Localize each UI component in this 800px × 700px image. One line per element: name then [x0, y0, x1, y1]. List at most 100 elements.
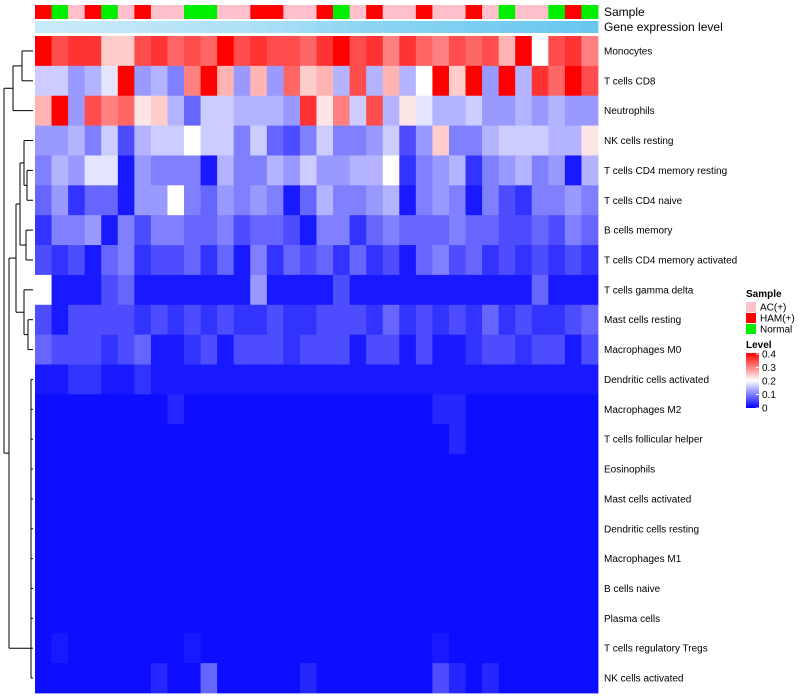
heatmap-cell: [548, 334, 566, 365]
heatmap-cell: [548, 364, 566, 395]
heatmap-cell: [167, 334, 185, 365]
heatmap-cell: [515, 36, 533, 67]
heatmap-cell: [366, 633, 384, 664]
heatmap-cell: [498, 304, 516, 336]
heatmap-cell: [366, 125, 384, 156]
heatmap-cell: [68, 543, 86, 574]
heatmap-cell: [200, 663, 218, 694]
heatmap-cell: [233, 304, 251, 336]
heatmap-cell: [515, 274, 533, 306]
heatmap-cell: [200, 215, 218, 246]
heatmap-cell: [465, 424, 483, 455]
heatmap-cell: [482, 573, 500, 604]
heatmap-cell: [448, 483, 466, 515]
heatmap-cell: [432, 573, 450, 604]
heatmap-cell: [382, 304, 400, 336]
heatmap-cell: [465, 274, 483, 306]
heatmap-cell: [448, 125, 466, 156]
heatmap-cell: [51, 513, 69, 545]
heatmap-cell: [117, 185, 135, 216]
heatmap-cell: [415, 215, 433, 246]
heatmap-cell: [564, 155, 582, 186]
heatmap-cell: [200, 394, 218, 425]
heatmap-cell: [432, 36, 450, 67]
heatmap-cell: [299, 95, 317, 126]
heatmap-cell: [316, 483, 334, 515]
heatmap-cell: [581, 513, 599, 545]
heatmap-cell: [233, 394, 251, 425]
heatmap-cell: [399, 125, 417, 156]
sample-cell: [150, 5, 168, 19]
heatmap-cell: [531, 155, 549, 186]
heatmap-cell: [448, 274, 466, 306]
heatmap-cell: [333, 394, 351, 425]
heatmap-cell: [84, 155, 102, 186]
heatmap-cell: [35, 424, 52, 455]
heatmap-cell: [266, 95, 284, 126]
heatmap-cell: [150, 36, 168, 67]
heatmap-cell: [531, 304, 549, 336]
heatmap-cell: [217, 95, 235, 126]
heatmap-cell: [382, 95, 400, 126]
heatmap-cell: [117, 245, 135, 276]
heatmap-cell: [266, 573, 284, 604]
heatmap-cell: [134, 125, 152, 156]
heatmap-cell: [184, 424, 201, 455]
heatmap-cell: [465, 454, 483, 485]
heatmap-cell: [564, 36, 582, 67]
heatmap-cell: [266, 125, 284, 156]
heatmap-cell: [117, 603, 135, 634]
heatmap-cell: [35, 155, 52, 186]
legend-label: HAM(+): [760, 314, 795, 325]
heatmap-cell: [167, 95, 185, 126]
heatmap-cell: [415, 95, 433, 126]
heatmap-cell: [415, 36, 433, 67]
heatmap-cell: [432, 394, 450, 425]
heatmap-cell: [266, 304, 284, 336]
heatmap-cell: [84, 215, 102, 246]
heatmap-cell: [482, 364, 500, 395]
heatmap-cell: [581, 274, 599, 306]
heatmap-cell: [465, 364, 483, 395]
heatmap-cell: [498, 95, 516, 126]
heatmap-cell: [266, 663, 284, 694]
heatmap-cell: [382, 513, 400, 545]
heatmap-cell: [366, 185, 384, 216]
heatmap-cell: [150, 215, 168, 246]
heatmap-cell: [349, 424, 367, 455]
heatmap-cell: [366, 573, 384, 604]
heatmap-cell: [68, 364, 86, 395]
heatmap-cell: [349, 65, 367, 97]
heatmap-cell: [233, 424, 251, 455]
sample-annotation-label: Sample: [604, 5, 645, 19]
heatmap-cell: [448, 36, 466, 67]
heatmap-cell: [515, 513, 533, 545]
heatmap-cell: [217, 155, 235, 186]
heatmap-cell: [465, 36, 483, 67]
heatmap-cell: [250, 543, 268, 574]
heatmap-cell: [316, 65, 334, 97]
heatmap-cell: [333, 155, 351, 186]
heatmap-cell: [515, 95, 533, 126]
sample-cell: [415, 5, 433, 19]
heatmap-cell: [316, 603, 334, 634]
heatmap-cell: [299, 454, 317, 485]
heatmap-cell: [399, 513, 417, 545]
heatmap-cell: [382, 65, 400, 97]
heatmap-cell: [333, 483, 351, 515]
gene-level-cell: [316, 21, 334, 33]
heatmap-cell: [217, 394, 235, 425]
heatmap-cell: [200, 36, 218, 67]
heatmap-cell: [266, 483, 284, 515]
heatmap-cell: [283, 364, 301, 395]
heatmap-cell: [134, 663, 152, 694]
heatmap-cell: [35, 633, 52, 664]
heatmap-cell: [415, 394, 433, 425]
sample-cell: [84, 5, 102, 19]
heatmap-cell: [200, 65, 218, 97]
sample-cell: [299, 5, 317, 19]
heatmap-cell: [167, 125, 185, 156]
heatmap-cell: [51, 573, 69, 604]
heatmap-cell: [84, 633, 102, 664]
heatmap-cell: [333, 364, 351, 395]
